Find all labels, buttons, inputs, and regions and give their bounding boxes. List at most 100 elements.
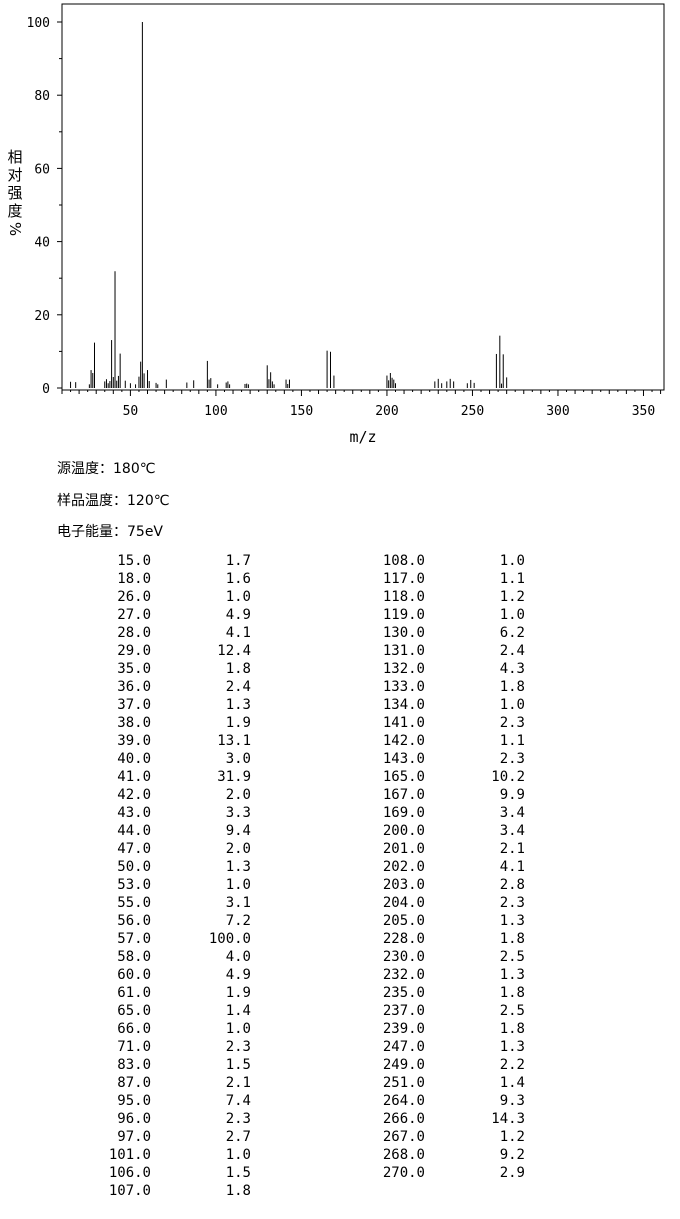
relative-intensity-value: 2.1	[499, 841, 525, 857]
relative-intensity-value: 2.5	[499, 1003, 525, 1019]
mz-value: 66.0	[117, 1021, 151, 1037]
mz-value: 50.0	[117, 859, 151, 875]
mz-value: 230.0	[382, 949, 425, 965]
relative-intensity-value: 1.9	[225, 985, 251, 1001]
mz-value: 249.0	[382, 1057, 425, 1073]
x-tick-label: 50	[123, 404, 139, 419]
peak-table-row: 37.0 1.3	[91, 696, 251, 714]
peak-bars	[70, 22, 508, 388]
mz-value: 133.0	[382, 679, 425, 695]
relative-intensity-value: 1.0	[499, 607, 525, 623]
y-tick-label: 0	[42, 382, 50, 397]
peak-table-row: 268.0 9.2	[365, 1146, 525, 1164]
relative-intensity-value: 1.8	[225, 661, 251, 677]
peak-table-row: 117.0 1.1	[365, 570, 525, 588]
peak-table-row: 202.0 4.1	[365, 858, 525, 876]
peak-table-row: 65.0 1.4	[91, 1002, 251, 1020]
mz-value: 29.0	[117, 643, 151, 659]
relative-intensity-value: 4.0	[225, 949, 251, 965]
relative-intensity-value: 2.4	[499, 643, 525, 659]
mz-value: 61.0	[117, 985, 151, 1001]
relative-intensity-value: 2.3	[225, 1111, 251, 1127]
x-tick-label: 350	[632, 404, 655, 419]
x-tick-label: 200	[375, 404, 398, 419]
mz-value: 36.0	[117, 679, 151, 695]
peak-table-row: 237.0 2.5	[365, 1002, 525, 1020]
mz-value: 18.0	[117, 571, 151, 587]
y-axis-title-char: 强	[7, 184, 23, 202]
mz-value: 268.0	[382, 1147, 425, 1163]
relative-intensity-value: 1.2	[499, 1129, 525, 1145]
peak-table-row: 143.0 2.3	[365, 750, 525, 768]
electron-energy: 电子能量：75eV	[57, 524, 164, 540]
peak-table-row: 29.0 12.4	[91, 642, 251, 660]
peak-table-row: 95.0 7.4	[91, 1092, 251, 1110]
mz-value: 41.0	[117, 769, 151, 785]
peak-table-row: 249.0 2.2	[365, 1056, 525, 1074]
mz-value: 83.0	[117, 1057, 151, 1073]
relative-intensity-value: 6.2	[499, 625, 525, 641]
mz-value: 118.0	[382, 589, 425, 605]
relative-intensity-value: 1.0	[225, 1147, 251, 1163]
mz-value: 142.0	[382, 733, 425, 749]
peak-table-row: 228.0 1.8	[365, 930, 525, 948]
mz-value: 205.0	[382, 913, 425, 929]
peak-table-row: 131.0 2.4	[365, 642, 525, 660]
peak-table-row: 41.0 31.9	[91, 768, 251, 786]
peak-table-row: 38.0 1.9	[91, 714, 251, 732]
mz-value: 132.0	[382, 661, 425, 677]
relative-intensity-value: 13.1	[217, 733, 251, 749]
peak-table-row: 169.0 3.4	[365, 804, 525, 822]
peak-table-row: 201.0 2.1	[365, 840, 525, 858]
peak-table-row: 247.0 1.3	[365, 1038, 525, 1056]
relative-intensity-value: 1.7	[225, 553, 251, 569]
mz-value: 232.0	[382, 967, 425, 983]
relative-intensity-value: 3.4	[499, 823, 525, 839]
mz-value: 55.0	[117, 895, 151, 911]
mz-value: 60.0	[117, 967, 151, 983]
y-tick-label: 40	[34, 236, 50, 251]
peak-table-row: 165.0 10.2	[365, 768, 525, 786]
relative-intensity-value: 1.4	[499, 1075, 525, 1091]
peak-table-row: 35.0 1.8	[91, 660, 251, 678]
mz-value: 143.0	[382, 751, 425, 767]
mz-value: 40.0	[117, 751, 151, 767]
peak-table-row: 15.0 1.7	[91, 552, 251, 570]
mz-value: 119.0	[382, 607, 425, 623]
mz-value: 107.0	[108, 1183, 151, 1199]
peak-table-row: 203.0 2.8	[365, 876, 525, 894]
mz-value: 235.0	[382, 985, 425, 1001]
relative-intensity-value: 1.8	[225, 1183, 251, 1199]
source-temperature: 源温度：180℃	[57, 461, 156, 477]
peak-table-row: 235.0 1.8	[365, 984, 525, 1002]
peak-table-row: 56.0 7.2	[91, 912, 251, 930]
y-tick-label: 80	[34, 89, 50, 104]
mz-value: 239.0	[382, 1021, 425, 1037]
peak-table-row: 61.0 1.9	[91, 984, 251, 1002]
peak-table-row: 251.0 1.4	[365, 1074, 525, 1092]
peak-table-row: 28.0 4.1	[91, 624, 251, 642]
peak-table-row: 97.0 2.7	[91, 1128, 251, 1146]
relative-intensity-value: 2.3	[225, 1039, 251, 1055]
relative-intensity-value: 2.0	[225, 787, 251, 803]
relative-intensity-value: 1.3	[499, 913, 525, 929]
mz-value: 130.0	[382, 625, 425, 641]
relative-intensity-value: 1.0	[225, 877, 251, 893]
mz-value: 28.0	[117, 625, 151, 641]
mz-value: 141.0	[382, 715, 425, 731]
mz-value: 39.0	[117, 733, 151, 749]
peak-table-row: 118.0 1.2	[365, 588, 525, 606]
peak-table-row: 204.0 2.3	[365, 894, 525, 912]
relative-intensity-value: 3.0	[225, 751, 251, 767]
mz-value: 58.0	[117, 949, 151, 965]
relative-intensity-value: 4.1	[225, 625, 251, 641]
peak-table-row: 142.0 1.1	[365, 732, 525, 750]
relative-intensity-value: 14.3	[491, 1111, 525, 1127]
relative-intensity-value: 31.9	[217, 769, 251, 785]
relative-intensity-value: 2.3	[499, 715, 525, 731]
mz-value: 27.0	[117, 607, 151, 623]
mz-value: 38.0	[117, 715, 151, 731]
peak-table-row: 39.0 13.1	[91, 732, 251, 750]
relative-intensity-value: 1.1	[499, 733, 525, 749]
relative-intensity-value: 2.3	[499, 895, 525, 911]
